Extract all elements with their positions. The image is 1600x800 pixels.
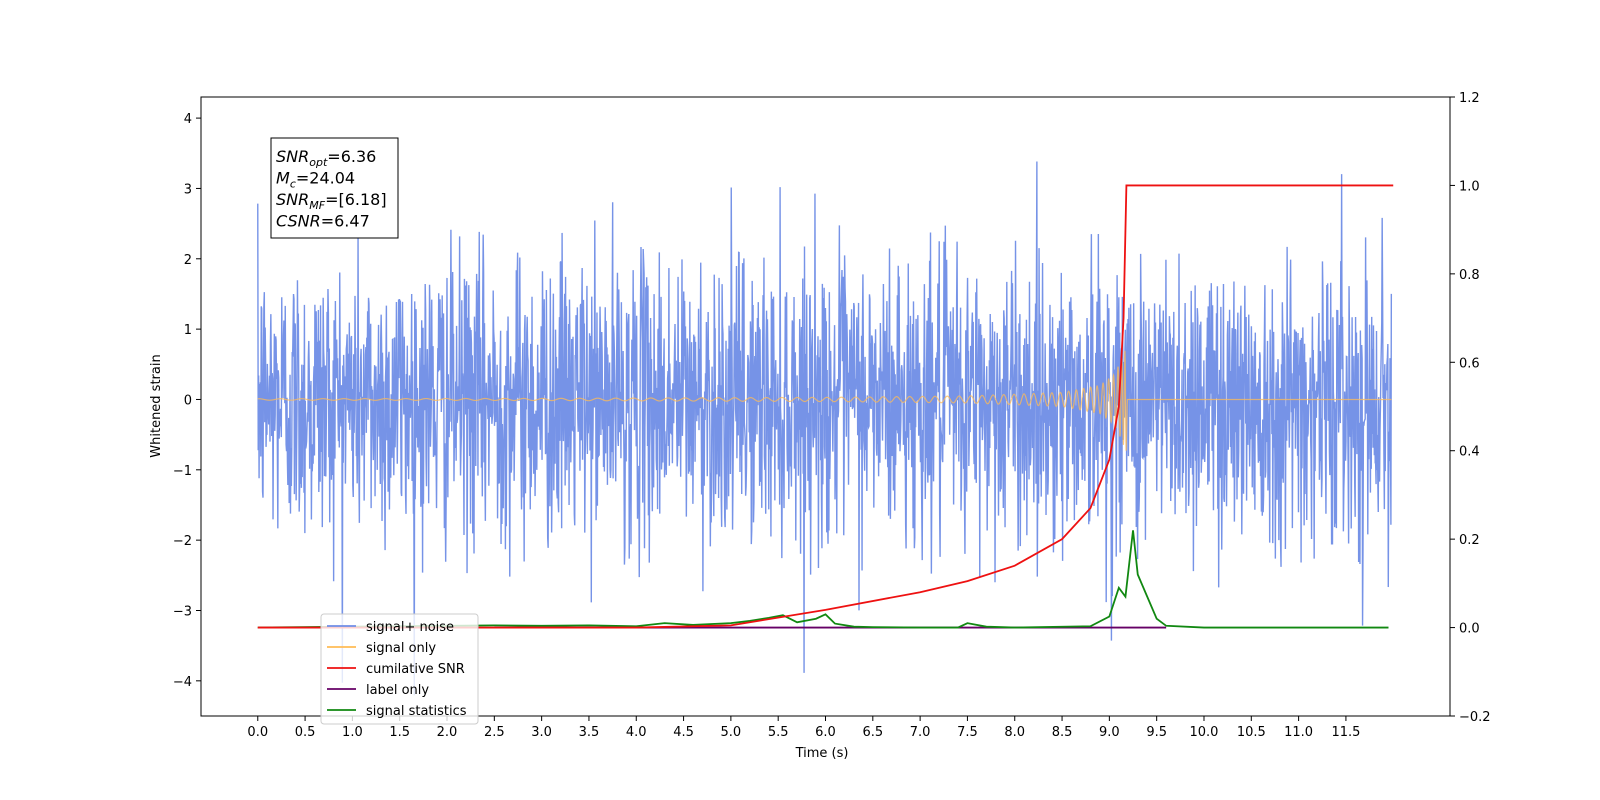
right-axis-series xyxy=(257,184,1394,629)
x-tick-label: 6.0 xyxy=(815,725,836,740)
cumilative-snr-line xyxy=(257,184,1394,629)
x-tick-label: 2.5 xyxy=(484,725,505,740)
signal-plus-noise-line xyxy=(257,161,1393,696)
x-tick-label: 11.0 xyxy=(1284,725,1313,740)
y-tick-label: −3 xyxy=(173,604,192,619)
x-tick-label: 9.5 xyxy=(1146,725,1167,740)
y2-tick-label: 0.2 xyxy=(1459,533,1480,548)
x-tick-label: 10.5 xyxy=(1237,725,1266,740)
x-tick-label: 0.5 xyxy=(295,725,316,740)
y2-tick-label: 0.6 xyxy=(1459,356,1480,371)
legend-label: signal statistics xyxy=(366,704,467,719)
x-tick-label: 5.5 xyxy=(768,725,789,740)
legend-label: signal only xyxy=(366,641,436,656)
x-tick-label: 10.0 xyxy=(1190,725,1219,740)
x-tick-label: 8.0 xyxy=(1004,725,1025,740)
x-tick-label: 0.0 xyxy=(247,725,268,740)
x-tick-label: 7.0 xyxy=(910,725,931,740)
x-axis-label: Time (s) xyxy=(795,746,849,761)
signal-only-line xyxy=(257,350,1392,451)
y-axis-label: Whitened strain xyxy=(149,354,164,457)
y2-tick-label: 0.0 xyxy=(1459,622,1480,637)
signal-plus-noise-series xyxy=(257,161,1393,696)
x-tick-label: 5.0 xyxy=(721,725,742,740)
x-tick-label: 7.5 xyxy=(957,725,978,740)
x-axis: 0.0 0.5 1.0 1.5 2.0 2.5 3.0 3.5 4.0 4.5 5.0 5.5 6.0 6… xyxy=(247,716,1360,740)
x-tick-label: 8.5 xyxy=(1052,725,1073,740)
x-tick-label: 3.5 xyxy=(579,725,600,740)
annotation-line: SNRMF=[6.18] xyxy=(276,190,387,212)
y-tick-label: 3 xyxy=(184,182,192,197)
annotation-line: SNRopt=6.36 xyxy=(276,147,376,169)
signal-statistics-line xyxy=(257,530,1389,629)
x-tick-label: 9.0 xyxy=(1099,725,1120,740)
x-tick-label: 4.5 xyxy=(673,725,694,740)
x-tick-label: 1.5 xyxy=(389,725,410,740)
y2-tick-label: 1.2 xyxy=(1459,91,1480,106)
y2-tick-label: 0.4 xyxy=(1459,445,1480,460)
legend-label: signal+ noise xyxy=(366,620,454,635)
annotation-line: Mc=24.04 xyxy=(276,169,355,191)
y-axis-left: −4 −3 −2 −1 0 1 2 3 4 xyxy=(173,112,201,690)
y2-tick-label: 1.0 xyxy=(1459,179,1480,194)
y-tick-label: 1 xyxy=(184,323,192,338)
x-tick-label: 1.0 xyxy=(342,725,363,740)
y-tick-label: −4 xyxy=(173,675,192,690)
x-tick-label: 11.5 xyxy=(1331,725,1360,740)
y-tick-label: 4 xyxy=(184,112,192,127)
annotation-line: CSNR=6.47 xyxy=(276,212,370,231)
y-tick-label: 0 xyxy=(184,393,192,408)
legend-frame xyxy=(320,613,479,725)
x-tick-label: 3.0 xyxy=(531,725,552,740)
signal-only-series xyxy=(257,350,1392,451)
x-tick-label: 2.0 xyxy=(437,725,458,740)
y-tick-label: 2 xyxy=(184,253,192,268)
y-tick-label: −1 xyxy=(173,464,192,479)
y-axis-right: −0.2 0.0 0.2 0.4 0.6 0.8 1.0 1.2 xyxy=(1450,91,1491,725)
x-tick-label: 6.5 xyxy=(862,725,883,740)
annotation-frame xyxy=(270,137,399,239)
legend-label: cumilative SNR xyxy=(366,662,465,677)
legend-label: label only xyxy=(366,683,429,698)
y-tick-label: −2 xyxy=(173,534,192,549)
y2-tick-label: −0.2 xyxy=(1459,710,1491,725)
x-tick-label: 4.0 xyxy=(626,725,647,740)
legend: signal+ noise signal only cumilative SNR la… xyxy=(320,613,479,725)
y2-tick-label: 0.8 xyxy=(1459,268,1480,283)
